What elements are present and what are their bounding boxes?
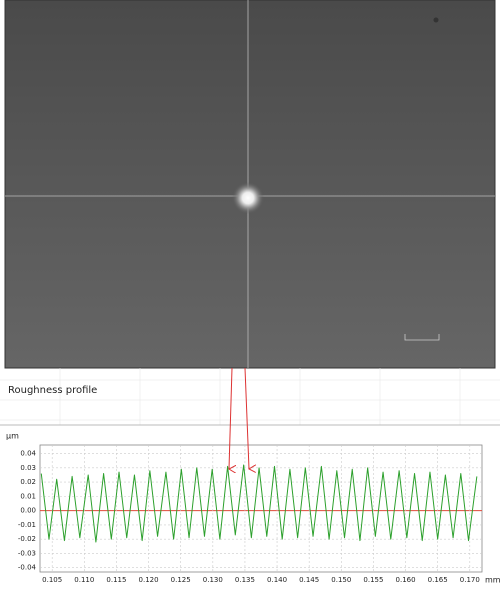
x-tick-label: 0.135	[235, 576, 255, 584]
x-tick-label: 0.120	[139, 576, 159, 584]
microscope-image	[4, 0, 496, 369]
x-tick-label: 0.125	[171, 576, 191, 584]
x-tick-label: 0.130	[203, 576, 223, 584]
arrows	[229, 367, 249, 469]
x-tick-label: 0.160	[396, 576, 416, 584]
x-axis-label: mm	[485, 576, 500, 585]
plot-frame	[39, 444, 483, 573]
panel-grid	[0, 368, 500, 425]
chart-title: Roughness profile	[8, 385, 97, 396]
y-tick-label: 0.04	[20, 450, 36, 458]
y-tick-label: 0.01	[20, 492, 36, 500]
x-tick-label: 0.150	[331, 576, 351, 584]
y-tick-label: -0.01	[18, 521, 36, 529]
x-tick-label: 0.145	[299, 576, 319, 584]
y-tick-label: 0.00	[20, 507, 36, 515]
y-tick-label: -0.03	[18, 549, 36, 557]
y-tick-label: -0.02	[18, 535, 36, 543]
y-tick-label: 0.03	[20, 464, 36, 472]
x-tick-label: 0.140	[267, 576, 287, 584]
profile-line	[40, 464, 478, 543]
x-tick-label: 0.170	[460, 576, 480, 584]
y-axis-label: µm	[6, 432, 19, 441]
y-tick-label: -0.04	[18, 564, 37, 572]
y-tick-label: 0.02	[20, 478, 36, 486]
x-tick-label: 0.110	[74, 576, 94, 584]
x-tick-label: 0.105	[42, 576, 62, 584]
x-tick-label: 0.115	[106, 576, 126, 584]
x-tick-label: 0.165	[428, 576, 448, 584]
x-tick-label: 0.155	[363, 576, 383, 584]
